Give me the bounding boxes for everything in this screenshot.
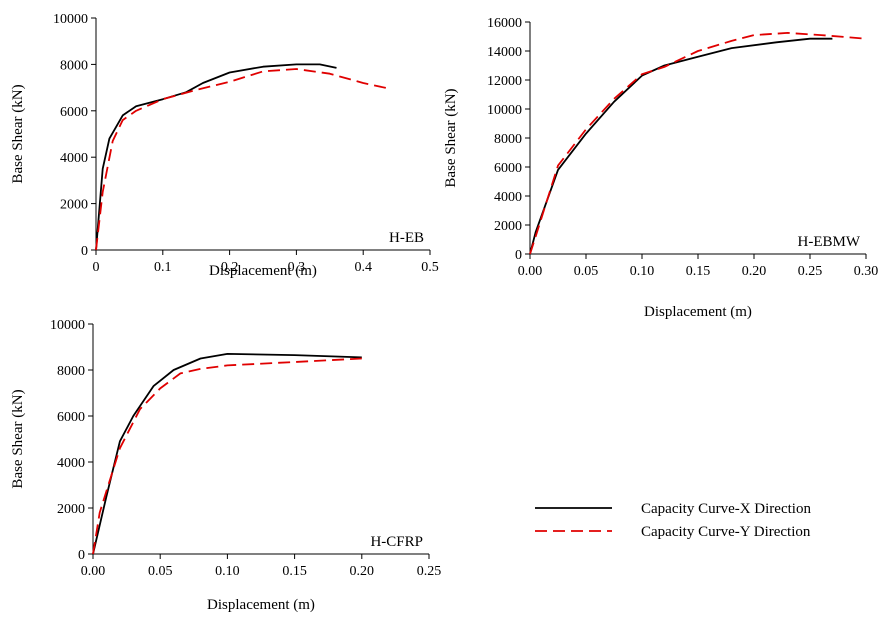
series-line-x <box>95 63 337 251</box>
x-tick-label: 0.3 <box>288 260 306 275</box>
x-tick-label: 0.05 <box>148 564 173 579</box>
chart-h-eb: 0 2000 4000 6000 8000 10000 0 0.1 0.2 0.3 0.4 0.5 Di… <box>10 12 439 279</box>
x-tick-label: 0.00 <box>518 264 543 279</box>
y-tick-label: 4000 <box>57 456 85 471</box>
series-line-y <box>92 357 362 555</box>
x-axis-title: Displacement (m) <box>644 304 752 320</box>
legend: Capacity Curve-X Direction Capacity Curv… <box>535 501 811 540</box>
y-tick-label: 2000 <box>57 502 85 517</box>
x-tick-label: 0.15 <box>686 264 711 279</box>
x-tick-label: 0.4 <box>354 260 372 275</box>
y-axis-title: Base Shear (kN) <box>10 389 26 488</box>
y-tick-label: 4000 <box>60 151 88 166</box>
y-tick-label: 16000 <box>487 16 522 31</box>
series-line-y <box>95 68 391 251</box>
x-tick-label: 0.20 <box>742 264 767 279</box>
x-tick-label: 0.25 <box>798 264 823 279</box>
panel-label: H-EBMW <box>798 234 861 250</box>
x-tick-label: 0.10 <box>630 264 655 279</box>
y-tick-label: 2000 <box>60 198 88 213</box>
y-tick-label: 10000 <box>53 12 88 27</box>
y-tick-label: 12000 <box>487 74 522 89</box>
y-tick-label: 0 <box>78 548 85 563</box>
y-tick-label: 4000 <box>494 190 522 205</box>
x-tick-label: 0.00 <box>81 564 106 579</box>
x-tick-label: 0.2 <box>221 260 239 275</box>
y-tick-label: 8000 <box>57 364 85 379</box>
x-tick-label: 0.30 <box>854 264 879 279</box>
panel-label: H-CFRP <box>370 534 423 550</box>
y-tick-label: 0 <box>81 244 88 259</box>
legend-label-x: Capacity Curve-X Direction <box>641 501 811 517</box>
panel-label: H-EB <box>389 230 424 246</box>
x-tick-label: 0.1 <box>154 260 172 275</box>
y-axis-title: Base Shear (kN) <box>443 88 459 187</box>
y-tick-label: 8000 <box>60 58 88 73</box>
x-tick-label: 0.15 <box>282 564 307 579</box>
x-tick-label: 0.10 <box>215 564 240 579</box>
y-tick-label: 10000 <box>487 103 522 118</box>
y-tick-label: 6000 <box>57 410 85 425</box>
y-tick-label: 8000 <box>494 132 522 147</box>
y-tick-label: 6000 <box>494 161 522 176</box>
chart-h-cfrp: 0 2000 4000 6000 8000 10000 0.00 0.05 0.10 0.15 0.… <box>10 318 441 613</box>
chart-h-ebmw: 0 2000 4000 6000 8000 10000 12000 14000 16000 0.0… <box>443 16 878 320</box>
x-axis-title: Displacement (m) <box>207 597 315 613</box>
x-tick-label: 0 <box>93 260 100 275</box>
x-tick-label: 0.05 <box>574 264 599 279</box>
y-tick-label: 6000 <box>60 105 88 120</box>
x-tick-label: 0.25 <box>417 564 442 579</box>
series-line-y <box>529 32 867 255</box>
series-line-x <box>92 353 362 555</box>
y-axis-title: Base Shear (kN) <box>10 84 26 183</box>
y-tick-label: 10000 <box>50 318 85 333</box>
y-tick-label: 0 <box>515 248 522 263</box>
y-tick-label: 14000 <box>487 45 522 60</box>
y-tick-label: 2000 <box>494 219 522 234</box>
x-tick-label: 0.20 <box>350 564 375 579</box>
x-tick-label: 0.5 <box>421 260 439 275</box>
legend-label-y: Capacity Curve-Y Direction <box>641 524 811 540</box>
series-line-x <box>529 37 833 255</box>
x-axis-title: Displacement (m) <box>209 263 317 279</box>
